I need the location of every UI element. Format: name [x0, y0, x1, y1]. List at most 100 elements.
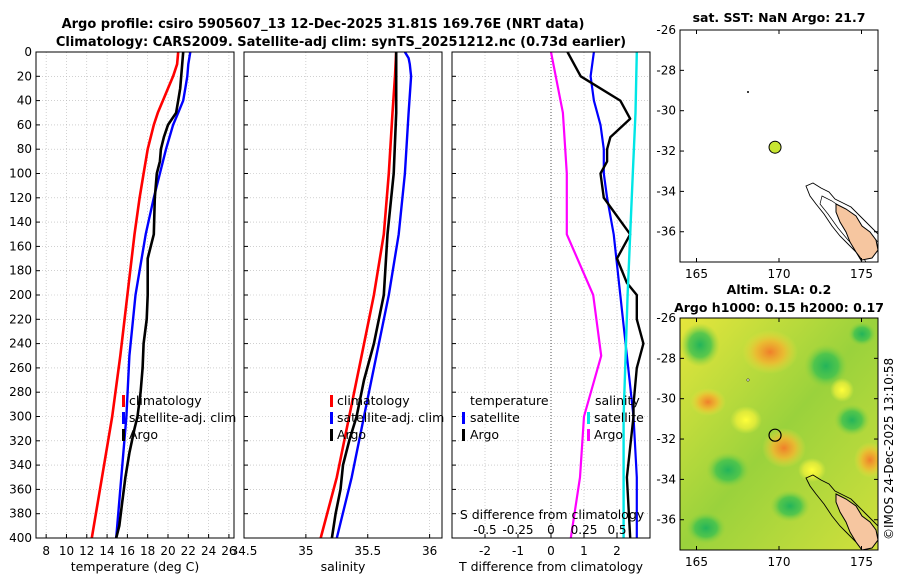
map-y-tick-label: -26	[656, 23, 676, 37]
sla-anomaly	[762, 428, 806, 468]
map-x-tick-label: 175	[850, 267, 873, 281]
x-tick-label: 12	[79, 544, 94, 558]
series-s-satellite	[622, 52, 638, 538]
x-tick-label: 16	[120, 544, 135, 558]
sla-anomaly	[690, 388, 726, 416]
map-y-tick-label: -28	[656, 63, 676, 77]
map-y-tick-label: -36	[656, 513, 676, 527]
t-difference-xlabel: T difference from climatology	[458, 559, 644, 574]
salinity-legend-satellite-swatch	[330, 412, 333, 424]
x-tick-label: 35.5	[354, 544, 381, 558]
salinity-panel: 34.5 35 35.5 36 salinity climatology satell…	[231, 51, 444, 574]
temperature-legend-satellite-swatch	[122, 412, 125, 424]
series-argo	[330, 52, 398, 538]
temperature-legend-climatology-swatch	[122, 395, 125, 407]
y-tick-label: 260	[9, 361, 32, 375]
s-tick-label: 0.5	[607, 523, 626, 537]
sla-anomaly	[834, 404, 870, 436]
legend-temperature-title: temperature	[470, 393, 549, 408]
sla-anomaly	[730, 406, 762, 434]
legend-s-argo: Argo	[594, 427, 623, 442]
salinity-legend-climatology: climatology	[337, 393, 410, 408]
difference-panel: -2 -1 0 1 2 -0.5 -0.25 0 0.25 0.5 S difference f…	[451, 51, 651, 574]
x-tick-label: 22	[181, 544, 196, 558]
temperature-legend-argo-swatch	[122, 429, 125, 441]
s-difference-axis: -0.5 -0.25 0 0.25 0.5	[473, 523, 626, 537]
map-y-tick-label: -26	[656, 311, 676, 325]
north-island-land	[835, 493, 878, 550]
x-tick-label: 26	[221, 544, 236, 558]
temperature-legend-climatology: climatology	[129, 393, 202, 408]
temperature-series	[90, 52, 192, 538]
sla-anomaly	[686, 512, 726, 544]
x-tick-label: 2	[613, 544, 621, 558]
difference-series	[549, 52, 645, 538]
map-x-tick-label: 165	[685, 555, 708, 569]
map-y-tick-label: -28	[656, 351, 676, 365]
legend-s-argo-swatch	[587, 429, 590, 441]
map-y-tick-label: -30	[656, 392, 676, 406]
s-tick-label: 0	[547, 523, 555, 537]
sla-anomaly	[854, 442, 878, 478]
y-tick-label: 180	[9, 264, 32, 278]
sla-anomaly	[804, 344, 848, 388]
y-tick-label: 220	[9, 312, 32, 326]
sla-field	[680, 318, 878, 550]
figure-title-line2: Climatology: CARS2009. Satellite-adj cli…	[56, 35, 626, 50]
nz-coastline-outer	[805, 474, 878, 550]
y-tick-label: 380	[9, 507, 32, 521]
salinity-legend: climatology satellite-adj. clim Argo	[330, 393, 444, 442]
argo-location-marker-sst	[768, 140, 782, 154]
sla-map-title-line2: Argo h1000: 0.15 h2000: 0.17	[674, 300, 884, 315]
y-tick-label: 360	[9, 482, 32, 496]
x-tick-label: 18	[140, 544, 155, 558]
salinity-legend-argo: Argo	[337, 427, 366, 442]
temperature-grid	[36, 51, 234, 539]
x-tick-label: -2	[479, 544, 491, 558]
map-y-tick-label: -30	[656, 104, 676, 118]
temperature-axes: 8 10 12 14 16 18 20 22 24 26020406080100120140160…	[9, 45, 236, 558]
y-tick-label: 320	[9, 434, 32, 448]
s-tick-label: -0.25	[502, 523, 533, 537]
map-y-tick-label: -32	[656, 432, 676, 446]
temperature-legend-argo: Argo	[129, 427, 158, 442]
sst-map-title: sat. SST: NaN Argo: 21.7	[693, 10, 866, 25]
salinity-legend-satellite: satellite-adj. clim	[337, 410, 444, 425]
temperature-legend-satellite: satellite-adj. clim	[129, 410, 236, 425]
series-satellite-adj-clim	[335, 52, 413, 538]
sst-map: sat. SST: NaN Argo: 21.7 165 170 175 -26 -28…	[656, 10, 879, 281]
y-tick-label: 60	[17, 118, 32, 132]
series-s-argo	[549, 52, 603, 538]
temperature-legend: climatology satellite-adj. clim Argo	[122, 393, 236, 442]
sla-anomaly	[848, 322, 876, 346]
temperature-xlabel: temperature (deg C)	[71, 559, 200, 574]
s-tick-label: 0.25	[571, 523, 598, 537]
map-x-tick-label: 170	[768, 267, 791, 281]
sla-anomaly	[798, 458, 826, 482]
y-tick-label: 240	[9, 337, 32, 351]
sla-map-axes: 165 170 175 -26 -28 -30 -32 -34 -36	[656, 311, 879, 569]
sla-anomaly	[830, 378, 854, 402]
series-climatology	[319, 52, 398, 538]
x-tick-label: 8	[42, 544, 50, 558]
x-tick-label: 24	[201, 544, 216, 558]
series-t-argo	[566, 52, 645, 538]
argo-location-marker-sla	[768, 428, 782, 442]
s-difference-xlabel: S difference from climatology	[460, 507, 645, 522]
x-tick-label: 10	[59, 544, 74, 558]
y-tick-label: 400	[9, 531, 32, 545]
y-tick-label: 40	[17, 94, 32, 108]
sla-anomaly	[680, 323, 720, 367]
y-tick-label: 80	[17, 142, 32, 156]
legend-t-argo-swatch	[462, 429, 465, 441]
x-tick-label: 14	[99, 544, 114, 558]
legend-t-satellite: satellite	[470, 410, 520, 425]
legend-salinity-title: salinity	[595, 393, 640, 408]
salinity-axes: 34.5 35 35.5 36	[231, 51, 443, 558]
y-tick-label: 160	[9, 239, 32, 253]
y-tick-label: 20	[17, 69, 32, 83]
small-island	[746, 378, 750, 382]
y-tick-label: 100	[9, 167, 32, 181]
sst-map-land	[747, 91, 878, 262]
